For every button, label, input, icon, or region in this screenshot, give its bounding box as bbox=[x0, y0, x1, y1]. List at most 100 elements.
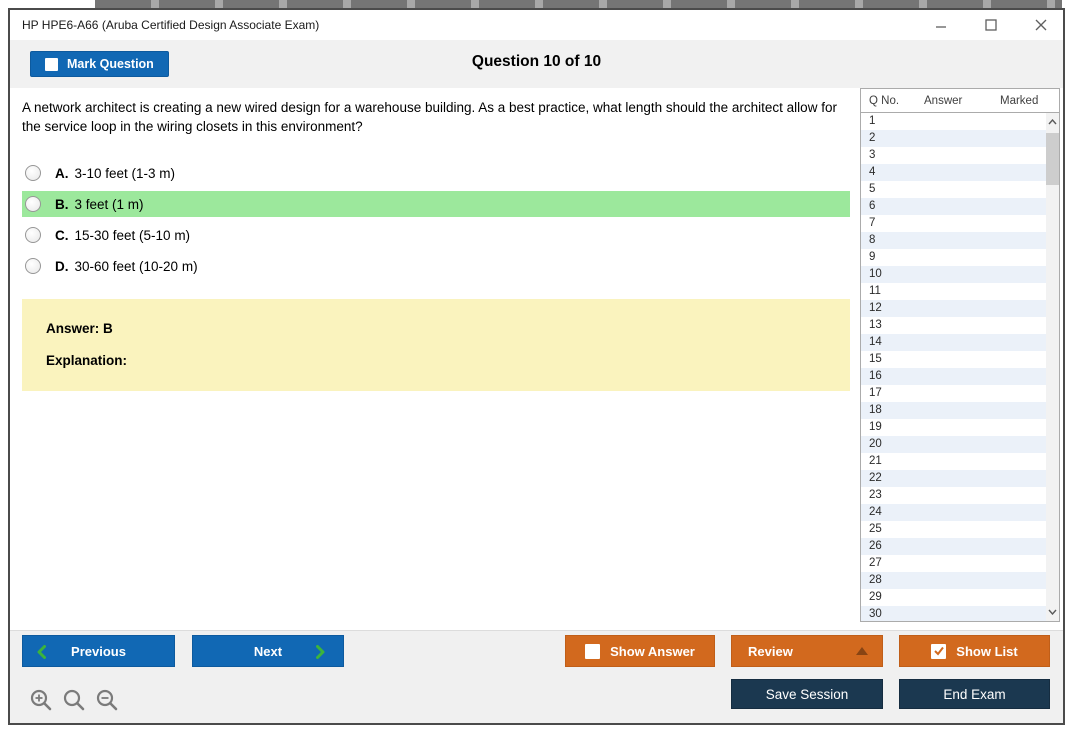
save-session-button[interactable]: Save Session bbox=[731, 679, 883, 709]
question-list-row[interactable]: 22 bbox=[861, 470, 1046, 487]
question-number: 3 bbox=[869, 149, 876, 161]
end-exam-button[interactable]: End Exam bbox=[899, 679, 1050, 709]
question-number: 30 bbox=[869, 608, 882, 620]
question-list-row[interactable]: 26 bbox=[861, 538, 1046, 555]
question-number: 23 bbox=[869, 489, 882, 501]
question-list-row[interactable]: 29 bbox=[861, 589, 1046, 606]
question-list-row[interactable]: 8 bbox=[861, 232, 1046, 249]
question-list-row[interactable]: 30 bbox=[861, 606, 1046, 621]
minimize-button[interactable] bbox=[933, 17, 949, 33]
question-list-row[interactable]: 28 bbox=[861, 572, 1046, 589]
question-number: 6 bbox=[869, 200, 876, 212]
question-number: 13 bbox=[869, 319, 882, 331]
question-list-row[interactable]: 12 bbox=[861, 300, 1046, 317]
question-number: 17 bbox=[869, 387, 882, 399]
question-list-row[interactable]: 10 bbox=[861, 266, 1046, 283]
question-list-panel: Q No. Answer Marked 1 2 3 4 5 6 bbox=[860, 88, 1060, 622]
mark-question-button[interactable]: Mark Question bbox=[30, 51, 169, 77]
question-list-row[interactable]: 18 bbox=[861, 402, 1046, 419]
question-list-row[interactable]: 25 bbox=[861, 521, 1046, 538]
question-number: 8 bbox=[869, 234, 876, 246]
previous-button[interactable]: Previous bbox=[22, 635, 175, 667]
question-list-scrollbar[interactable] bbox=[1046, 113, 1059, 621]
title-bar: HP HPE6-A66 (Aruba Certified Design Asso… bbox=[10, 10, 1063, 40]
option-letter: A. bbox=[55, 165, 69, 181]
question-list-row[interactable]: 5 bbox=[861, 181, 1046, 198]
option-text: 30-60 feet (10-20 m) bbox=[74, 258, 198, 274]
next-label: Next bbox=[253, 643, 283, 659]
option-b[interactable]: B. 3 feet (1 m) bbox=[22, 191, 850, 217]
scroll-down-button[interactable] bbox=[1046, 605, 1059, 619]
show-answer-button[interactable]: Show Answer bbox=[565, 635, 715, 667]
question-number: 29 bbox=[869, 591, 882, 603]
show-answer-checkbox[interactable] bbox=[585, 643, 601, 659]
zoom-toolbar bbox=[28, 687, 120, 713]
question-number: 7 bbox=[869, 217, 876, 229]
answer-value: Answer: B bbox=[46, 321, 113, 336]
column-marked: Marked bbox=[1000, 94, 1039, 107]
option-text: 3-10 feet (1-3 m) bbox=[74, 165, 176, 181]
next-button[interactable]: Next bbox=[192, 635, 344, 667]
question-list-row[interactable]: 1 bbox=[861, 113, 1046, 130]
question-list-row[interactable]: 7 bbox=[861, 215, 1046, 232]
question-list-body: 1 2 3 4 5 6 7 8 9 10 bbox=[861, 113, 1046, 621]
mark-question-checkbox[interactable] bbox=[45, 57, 58, 71]
question-number: 15 bbox=[869, 353, 882, 365]
question-list-header: Q No. Answer Marked bbox=[861, 89, 1059, 113]
question-list-row[interactable]: 9 bbox=[861, 249, 1046, 266]
show-list-button[interactable]: Show List bbox=[899, 635, 1050, 667]
question-list-row[interactable]: 3 bbox=[861, 147, 1046, 164]
question-list-row[interactable]: 17 bbox=[861, 385, 1046, 402]
review-dropdown-button[interactable]: Review bbox=[731, 635, 883, 667]
question-list-row[interactable]: 20 bbox=[861, 436, 1046, 453]
question-list-row[interactable]: 13 bbox=[861, 317, 1046, 334]
question-number: 4 bbox=[869, 166, 876, 178]
question-number: 26 bbox=[869, 540, 882, 552]
question-list-row[interactable]: 11 bbox=[861, 283, 1046, 300]
show-list-checkbox[interactable] bbox=[931, 643, 947, 659]
question-list-row[interactable]: 23 bbox=[861, 487, 1046, 504]
show-list-label: Show List bbox=[956, 643, 1018, 659]
option-a[interactable]: A. 3-10 feet (1-3 m) bbox=[22, 160, 850, 186]
zoom-out-button[interactable] bbox=[94, 687, 120, 713]
scrollbar-thumb[interactable] bbox=[1046, 133, 1059, 185]
question-list-row[interactable]: 4 bbox=[861, 164, 1046, 181]
option-d-radio[interactable] bbox=[25, 258, 41, 274]
option-letter: C. bbox=[55, 227, 69, 243]
question-number: 20 bbox=[869, 438, 882, 450]
zoom-in-button[interactable] bbox=[28, 687, 54, 713]
question-number: 19 bbox=[869, 421, 882, 433]
question-list-row[interactable]: 6 bbox=[861, 198, 1046, 215]
option-text: 3 feet (1 m) bbox=[74, 196, 144, 212]
option-c[interactable]: C. 15-30 feet (5-10 m) bbox=[22, 222, 850, 248]
question-list-row[interactable]: 19 bbox=[861, 419, 1046, 436]
end-exam-label: End Exam bbox=[943, 686, 1006, 702]
question-list-row[interactable]: 16 bbox=[861, 368, 1046, 385]
question-number: 22 bbox=[869, 472, 882, 484]
option-text: 15-30 feet (5-10 m) bbox=[74, 227, 191, 243]
question-list-row[interactable]: 2 bbox=[861, 130, 1046, 147]
question-list-row[interactable]: 24 bbox=[861, 504, 1046, 521]
option-d[interactable]: D. 30-60 feet (10-20 m) bbox=[22, 253, 850, 279]
question-list-row[interactable]: 21 bbox=[861, 453, 1046, 470]
question-list-row[interactable]: 14 bbox=[861, 334, 1046, 351]
option-letter: B. bbox=[55, 196, 69, 212]
option-b-radio[interactable] bbox=[25, 196, 41, 212]
question-list-row[interactable]: 15 bbox=[861, 351, 1046, 368]
review-label: Review bbox=[748, 643, 793, 659]
zoom-neutral-icon bbox=[63, 689, 85, 711]
scroll-up-button[interactable] bbox=[1046, 115, 1059, 129]
mark-question-label: Mark Question bbox=[67, 57, 154, 71]
option-a-radio[interactable] bbox=[25, 165, 41, 181]
option-letter: D. bbox=[55, 258, 69, 274]
question-text: A network architect is creating a new wi… bbox=[22, 100, 837, 134]
option-c-radio[interactable] bbox=[25, 227, 41, 243]
maximize-button[interactable] bbox=[983, 17, 999, 33]
question-list-row[interactable]: 27 bbox=[861, 555, 1046, 572]
zoom-reset-button[interactable] bbox=[61, 687, 87, 713]
question-area: A network architect is creating a new wi… bbox=[10, 88, 860, 630]
close-button[interactable] bbox=[1033, 17, 1049, 33]
question-number: 24 bbox=[869, 506, 882, 518]
window-title: HP HPE6-A66 (Aruba Certified Design Asso… bbox=[22, 18, 320, 32]
